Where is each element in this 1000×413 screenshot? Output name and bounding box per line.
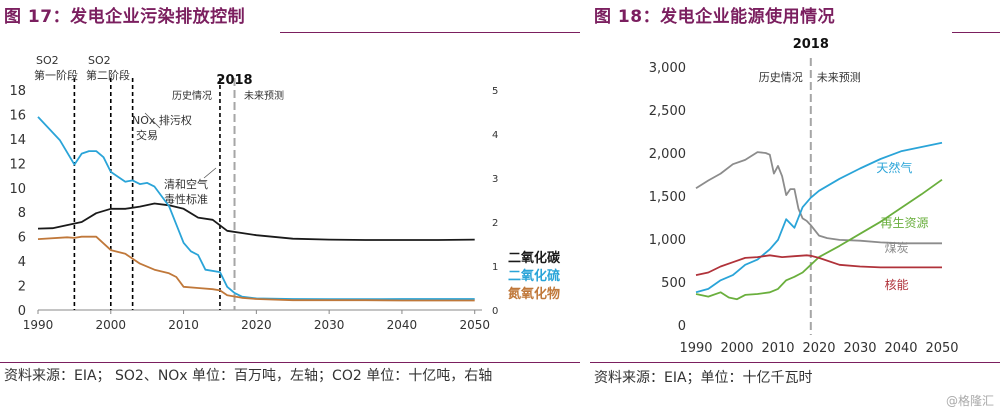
y-tick-label: 0 [678,319,686,334]
x-tick-label: 2010 [168,318,199,332]
legend-entry: 氮氧化物 [508,286,560,302]
series-label: 天然气 [876,160,912,175]
left-y-tick-label: 8 [18,206,26,221]
annotation-pointer [203,167,217,179]
y-tick-label: 3,000 [649,61,686,76]
figure-17-title-rule [280,32,580,33]
right-y-tick-label: 4 [492,130,498,141]
annotation-pointer [144,112,161,129]
annotation-so2-phase1: 第一阶段 [34,68,78,82]
right-y-tick-label: 5 [492,86,498,97]
annotation-forecast: 未来预测 [244,89,284,102]
x-tick-label: 2020 [802,341,835,356]
series-label: 煤炭 [885,241,909,255]
x-tick-label: 2000 [96,318,127,332]
right-y-tick-label: 1 [492,262,498,273]
y-tick-label: 500 [661,276,686,291]
x-tick-label: 2020 [241,318,272,332]
annotation-so2-phase2: 第二阶段 [86,68,130,82]
right-y-tick-label: 0 [492,306,498,317]
annotation-air-standard: 清和空气 [164,177,208,191]
x-tick-label: 1990 [23,318,54,332]
annotation-so2-phase1: SO2 [36,54,59,67]
series-line [37,116,475,301]
right-y-tick-label: 3 [492,174,498,185]
figure-17-title: 图 17：发电企业污染排放控制 [4,7,246,27]
x-tick-label: 2000 [720,341,753,356]
figure-18-source-rule [590,362,1000,363]
series-label: 再生资源 [881,216,929,230]
figure-17-source: 资料来源：EIA； SO2、NOx 单位：百万吨，左轴；CO2 单位：十亿吨，右… [4,368,493,384]
annotation-forecast: 未来预测 [817,71,861,84]
annotation-so2-phase2: SO2 [88,54,111,67]
x-tick-label: 2030 [314,318,345,332]
series-line [695,141,943,294]
left-y-tick-label: 2 [18,280,26,295]
x-tick-label: 2040 [884,341,917,356]
energy-use-chart: 0 500 1,000 1,500 2,000 2,500 3,000 1990 2000 201… [649,37,959,356]
series-line [695,254,942,276]
y-tick-label: 2,000 [649,147,686,162]
pollution-control-chart: 1990 2000 2010 2020 2030 2040 2050024681012141… [9,54,561,332]
right-y-tick-label: 2 [492,218,498,229]
series-line [37,202,475,241]
watermark: @格隆汇 [945,394,994,408]
left-y-tick-label: 0 [18,304,26,319]
series-line [695,151,942,245]
legend-entry: 二氧化硫 [508,268,560,284]
y-tick-label: 2,500 [649,104,686,119]
legend-entry: 二氧化碳 [508,250,561,266]
figure-18-title: 图 18：发电企业能源使用情况 [594,7,836,27]
annotation-nox-trading: NOx 排污权 [132,113,192,127]
x-tick-label: 1990 [679,341,712,356]
annotation-nox-trading: 交易 [136,128,158,142]
marker-year-label: 2018 [793,37,829,52]
annotation-history: 历史情况 [172,89,212,102]
left-y-tick-label: 4 [18,255,26,270]
annotation-history: 历史情况 [759,71,803,84]
figure-17-panel: 图 17：发电企业污染排放控制 1990 2000 2010 2020 2030 2040… [0,7,580,384]
x-tick-label: 2030 [843,341,876,356]
y-tick-label: 1,500 [649,190,686,205]
left-y-tick-label: 6 [18,231,26,246]
annotation-air-standard: 毒性标准 [164,192,208,206]
left-y-tick-label: 16 [9,108,26,123]
x-tick-label: 2010 [761,341,794,356]
series-line [37,235,475,302]
figure-18-title-rule [952,32,1000,33]
left-y-tick-label: 18 [9,84,26,99]
marker-year-label: 2018 [216,73,252,88]
x-tick-label: 2050 [925,341,958,356]
figure-18-panel: 图 18：发电企业能源使用情况 0 500 1,000 1,500 2,000 2,500… [590,0,1000,413]
series-label: 核能 [885,278,909,292]
x-tick-label: 2040 [387,318,418,332]
left-y-tick-label: 14 [9,133,26,148]
x-tick-label: 2050 [459,318,490,332]
figure-17-source-rule [0,362,580,363]
left-y-tick-label: 10 [9,182,26,197]
series-line [695,178,943,301]
left-y-tick-label: 12 [9,157,26,172]
y-tick-label: 1,000 [649,233,686,248]
figure-18-source: 资料来源：EIA；单位：十亿千瓦时 [594,370,813,386]
